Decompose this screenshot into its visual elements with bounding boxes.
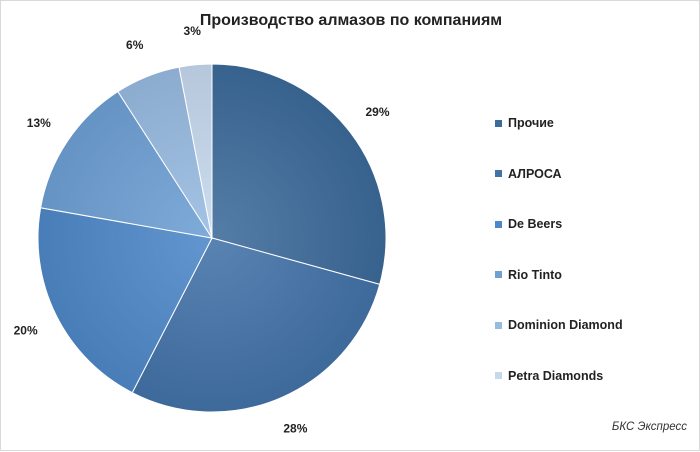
legend-label: Rio Tinto <box>508 267 562 282</box>
pie-slice-6 <box>178 63 213 239</box>
slice-label-1: 29% <box>366 105 390 119</box>
legend-item-4: Rio Tinto <box>495 267 562 283</box>
legend-swatch <box>495 170 502 177</box>
legend-label: Прочие <box>508 116 554 130</box>
pie-slice-4 <box>40 90 214 239</box>
legend-item-1: Прочие <box>495 115 554 131</box>
legend-swatch <box>495 271 502 278</box>
legend-label: De Beers <box>508 217 563 231</box>
slice-label-5: 6% <box>126 38 144 52</box>
pie-slice-2 <box>131 237 381 413</box>
slice-label-3: 20% <box>14 323 38 337</box>
slice-label-2: 28% <box>283 422 307 436</box>
slice-label-4: 13% <box>27 116 51 130</box>
source-note: БКС Экспресс <box>611 421 687 433</box>
legend-label: Dominion Diamond <box>508 318 623 332</box>
legend-label: Petra Diamonds <box>508 368 604 383</box>
pie-slice-1 <box>211 63 387 285</box>
legend-item-3: De Beers <box>495 216 562 232</box>
legend-swatch <box>495 220 502 228</box>
legend-item-6: Petra Diamonds <box>495 368 603 384</box>
legend-swatch <box>495 372 502 379</box>
pie-slice-3 <box>37 207 213 394</box>
legend-item-2: АЛРОСА <box>495 166 562 182</box>
slice-label-6: 3% <box>184 24 202 38</box>
legend-label: АЛРОСА <box>508 166 562 181</box>
legend-item-5: Dominion Diamond <box>495 317 623 333</box>
legend-swatch <box>495 321 502 329</box>
chart-title: Производство алмазов по компаниям <box>199 12 503 29</box>
legend-swatch <box>495 119 502 127</box>
